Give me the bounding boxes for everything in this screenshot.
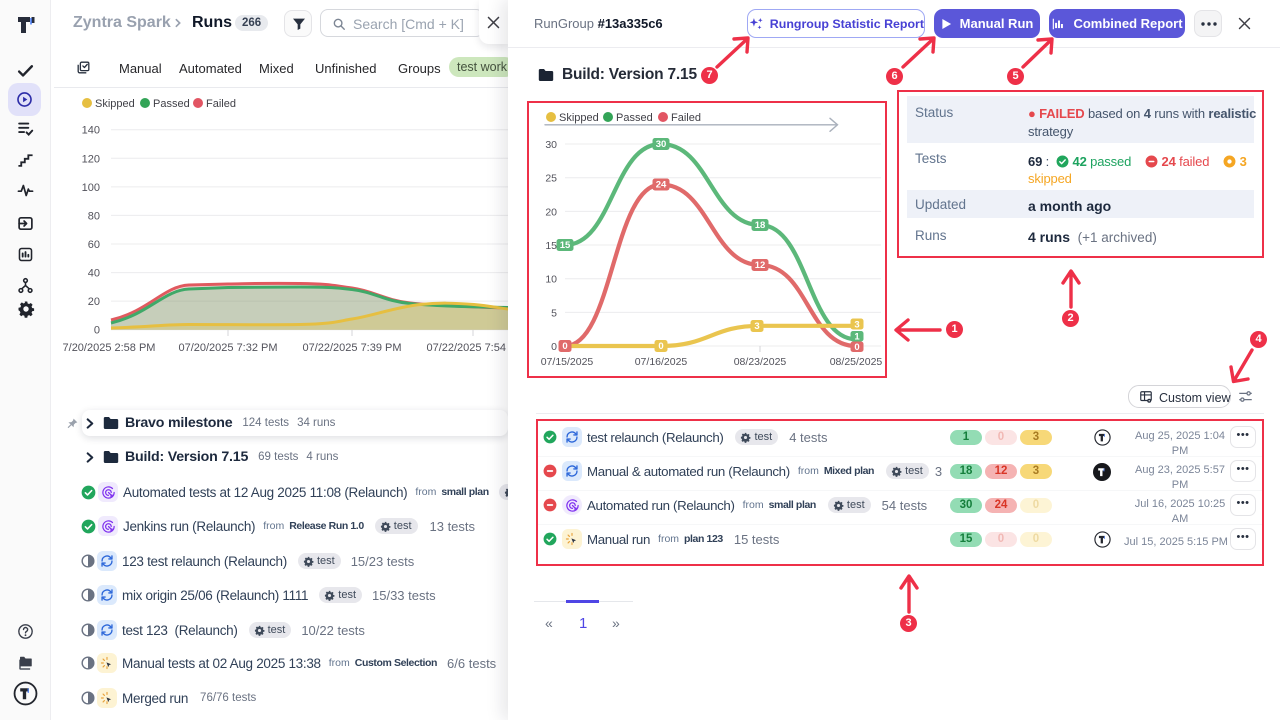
svg-text:20: 20	[545, 206, 557, 218]
svg-text:40: 40	[88, 268, 100, 280]
svg-text:Passed: Passed	[616, 112, 653, 124]
svg-text:0: 0	[562, 341, 567, 352]
svg-text:0: 0	[658, 341, 663, 352]
svg-text:3: 3	[854, 319, 859, 330]
svg-text:07/20/2025 7:32 PM: 07/20/2025 7:32 PM	[178, 342, 277, 354]
svg-text:08/23/2025: 08/23/2025	[734, 356, 787, 368]
svg-text:120: 120	[82, 153, 100, 165]
svg-text:15: 15	[560, 240, 571, 251]
svg-text:07/16/2025: 07/16/2025	[635, 356, 688, 368]
svg-text:07/22/2025 7:39 PM: 07/22/2025 7:39 PM	[302, 342, 401, 354]
svg-text:140: 140	[82, 125, 100, 137]
svg-text:12: 12	[755, 260, 766, 271]
svg-text:0: 0	[854, 342, 859, 353]
svg-text:0: 0	[551, 341, 557, 353]
svg-text:10: 10	[545, 274, 557, 286]
svg-text:Passed: Passed	[153, 98, 190, 110]
svg-text:07/22/2025 7:54 PM: 07/22/2025 7:54 PM	[426, 342, 508, 354]
svg-text:30: 30	[656, 139, 667, 150]
svg-text:Skipped: Skipped	[95, 98, 135, 110]
svg-text:5: 5	[551, 307, 557, 319]
svg-text:1: 1	[854, 332, 860, 343]
svg-text:15: 15	[545, 240, 557, 252]
svg-text:7/20/2025 2:58 PM: 7/20/2025 2:58 PM	[63, 342, 156, 354]
svg-text:Skipped: Skipped	[559, 112, 599, 124]
svg-text:100: 100	[82, 182, 100, 194]
svg-text:24: 24	[656, 180, 667, 191]
svg-text:18: 18	[755, 220, 766, 231]
svg-text:0: 0	[94, 325, 100, 337]
svg-text:60: 60	[88, 239, 100, 251]
svg-text:25: 25	[545, 173, 557, 185]
svg-text:3: 3	[754, 321, 759, 332]
svg-text:20: 20	[88, 296, 100, 308]
svg-text:Failed: Failed	[671, 112, 701, 124]
svg-text:07/15/2025: 07/15/2025	[541, 356, 594, 368]
svg-text:80: 80	[88, 210, 100, 222]
svg-text:Failed: Failed	[206, 98, 236, 110]
svg-text:08/25/2025: 08/25/2025	[830, 356, 883, 368]
svg-text:30: 30	[545, 139, 557, 151]
